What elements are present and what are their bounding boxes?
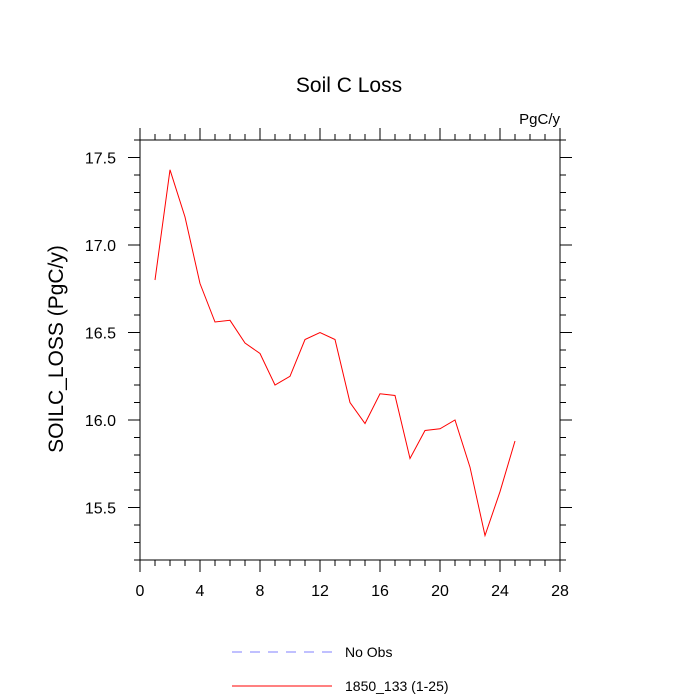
x-tick-label: 16 xyxy=(371,583,389,600)
x-tick-label: 8 xyxy=(256,583,265,600)
units-label: PgC/y xyxy=(519,111,560,128)
x-tick-label: 20 xyxy=(431,583,449,600)
x-tick-label: 12 xyxy=(311,583,329,600)
legend: No Obs 1850_133 (1-25) xyxy=(232,644,449,694)
y-axis-label: SOILC_LOSS (PgC/y) xyxy=(45,245,68,453)
chart-title: Soil C Loss xyxy=(296,74,402,97)
legend-label: No Obs xyxy=(345,644,392,660)
y-tick-label: 16.5 xyxy=(85,326,116,343)
series-layer xyxy=(154,169,516,538)
x-tick-labels: 0 4 8 12 16 20 24 28 xyxy=(136,583,569,600)
y-tick-label: 15.5 xyxy=(85,501,116,518)
y-tick-label: 17.0 xyxy=(85,238,116,255)
x-tick-label: 28 xyxy=(551,583,569,600)
series-line xyxy=(154,169,516,538)
legend-label: 1850_133 (1-25) xyxy=(345,678,449,694)
axis-ticks xyxy=(128,128,572,572)
x-tick-label: 4 xyxy=(196,583,205,600)
y-tick-label: 16.0 xyxy=(85,413,116,430)
plot-frame xyxy=(139,139,561,561)
y-tick-label: 17.5 xyxy=(85,151,116,168)
x-tick-label: 24 xyxy=(491,583,509,600)
x-tick-label: 0 xyxy=(136,583,145,600)
y-tick-labels: 15.5 16.0 16.5 17.0 17.5 xyxy=(85,151,116,518)
